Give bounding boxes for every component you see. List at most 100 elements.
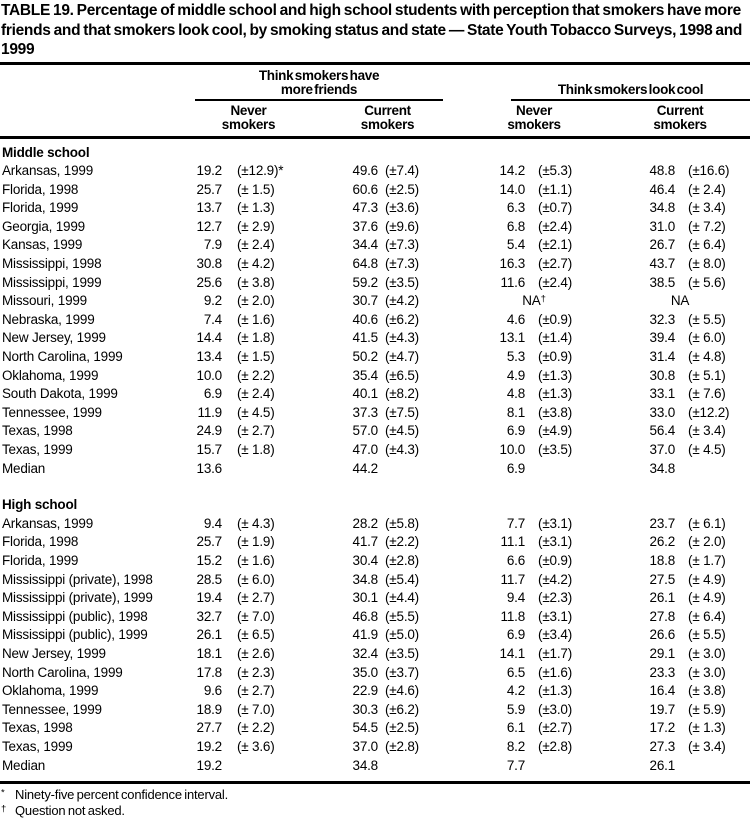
value-cell: 23.3 [649,664,676,680]
value-cell: 10.0 [499,442,526,457]
value-cell: 6.5 [506,664,526,680]
value-cell: 6.8 [506,218,526,234]
confidence-interval-cell: (± 2.4) [237,386,275,402]
state-cell: Florida, 1999 [2,552,79,568]
value-cell: 34.8 [352,757,379,773]
value-cell: 6.9 [203,386,222,402]
state-cell: North Carolina, 1999 [2,349,123,365]
confidence-interval-cell: (± 7.2) [688,218,726,234]
value-cell: 22.9 [352,683,379,699]
state-cell: Median [2,460,46,476]
table-row: Mississippi, 1999 25.6 (± 3.8) 59.2 (±3.5) 11… [0,274,750,293]
confidence-interval-cell: (±4.3) [385,442,419,457]
confidence-interval-cell: (± 7.0) [237,701,275,717]
sub-header-row: Never smokers Current smokers Never smok… [0,100,750,139]
value-cell: 27.5 [649,571,676,587]
col-header-current-smokers-2: Current smokers [610,100,750,139]
confidence-interval-cell: (± 2.2) [237,367,275,383]
value-cell: 49.6 [352,163,379,179]
value-cell: 11.9 [197,404,223,420]
value-cell: 26.2 [649,534,676,550]
footnote-marker: † [1,803,7,815]
confidence-interval-cell: (±3.1) [538,608,572,624]
confidence-interval-cell: (±0.7) [538,200,572,216]
state-column-header [0,63,180,101]
confidence-interval-cell: (±4.2) [538,571,572,587]
value-cell: 30.3 [352,701,379,717]
confidence-interval-cell: (± 6.4) [688,237,726,253]
value-cell: 59.2 [352,274,379,290]
value-cell: 26.6 [649,627,676,643]
confidence-interval-cell: (±3.5) [385,274,419,290]
confidence-interval-cell: (±3.6) [385,200,419,216]
table-row: Oklahoma, 1999 9.6 (± 2.7) 22.9 (±4.6) 4.2 (±1… [0,682,750,701]
value-cell: 26.1 [196,627,223,643]
table-row: Missouri, 1999 9.2 (± 2.0) 30.7 (±4.2) NA† NA [0,292,750,311]
confidence-interval-cell: (± 3.6) [237,738,275,754]
table-row: Tennessee, 1999 18.9 (± 7.0) 30.3 (±6.2) 5.9 (… [0,701,750,720]
state-cell: Mississippi, 1998 [2,256,102,272]
value-cell: 54.5 [352,720,379,736]
confidence-interval-cell: (± 2.2) [237,720,275,736]
section-header-row: Middle school [0,137,750,162]
state-cell: Tennessee, 1999 [2,701,102,717]
confidence-interval-cell: (±7.3) [385,256,419,272]
confidence-interval-cell: (±5.0) [385,627,419,643]
confidence-interval-cell: (±2.7) [538,256,572,272]
confidence-interval-cell: (±2.8) [385,552,419,568]
value-cell: 27.8 [649,608,676,624]
table-row: Median 19.2 34.8 7.7 26.1 [0,757,750,783]
confidence-interval-cell: (±1.3) [538,367,572,383]
state-cell: Texas, 1998 [2,423,73,439]
value-cell: 16.4 [649,683,676,699]
value-cell: 48.8 [649,163,676,179]
value-cell: 6.3 [506,200,526,216]
value-cell: 30.7 [352,293,379,309]
confidence-interval-cell: (± 5.9) [688,701,726,717]
confidence-interval-cell: (±4.9) [538,423,572,439]
confidence-interval-cell: (±5.8) [385,515,419,531]
confidence-interval-cell: (± 7.0) [237,608,275,624]
confidence-interval-cell [525,460,610,479]
confidence-interval-cell: (± 6.0) [688,330,726,346]
value-cell: 30.8 [649,367,676,383]
value-cell: 41.7 [352,534,379,550]
confidence-interval-cell: (± 1.3) [688,720,726,736]
state-cell: Tennessee, 1999 [2,404,102,420]
state-cell: South Dakota, 1999 [2,386,118,402]
value-cell: 37.3 [352,404,379,420]
value-cell: 11.6 [500,274,526,290]
footnote-text: Ninety-five percent confidence interval. [15,787,229,803]
confidence-interval-cell: (± 2.4) [688,181,726,197]
value-cell: 17.8 [196,664,223,680]
state-cell: Kansas, 1999 [2,237,83,253]
value-cell: 47.3 [352,200,379,216]
confidence-interval-cell: (± 2.4) [237,237,275,253]
confidence-interval-cell [378,460,458,479]
value-cell: 14.1 [499,645,526,661]
value-cell: 19.4 [196,590,223,606]
value-cell: 14.2 [499,163,526,179]
value-cell: 50.2 [352,349,379,365]
confidence-interval-cell: (± 3.4) [688,423,726,439]
state-cell: Median [2,757,46,773]
confidence-interval-cell: (±2.5) [385,720,419,736]
confidence-interval-cell: (±3.8) [538,404,572,420]
section-header-row: High school [0,478,750,515]
state-cell: Florida, 1999 [2,200,79,216]
value-cell: 41.5 [352,330,379,346]
footnote-text: Question not asked. [15,803,125,819]
confidence-interval-cell: (± 5.1) [688,367,726,383]
table-body: Middle school Arkansas, 1999 19.2 (±12.9)* 4… [0,137,750,783]
confidence-interval-cell: (±6.5) [385,367,419,383]
confidence-interval-cell: (±5.3) [538,163,572,179]
confidence-interval-cell: (±1.6) [538,664,572,680]
value-cell: 19.2 [196,163,223,179]
state-cell: Mississippi (public), 1999 [2,627,148,643]
table-header: Think smokers have more friends Think sm… [0,63,750,139]
value-cell: 32.4 [352,645,379,661]
value-cell: 24.9 [196,423,223,439]
confidence-interval-cell: (±1.3) [538,683,572,699]
confidence-interval-cell: (± 6.5) [237,627,275,643]
value-cell: 17.2 [649,720,676,736]
